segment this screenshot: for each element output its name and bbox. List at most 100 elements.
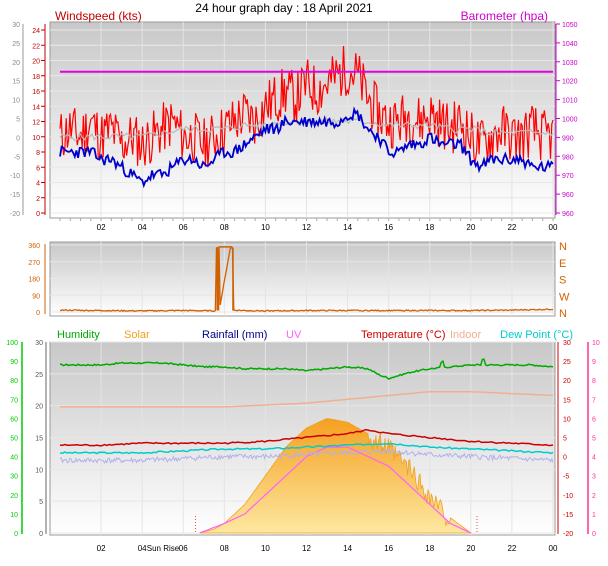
grey-left-tick-label: 25 <box>35 372 43 379</box>
wind-x-tick-label: 14 <box>343 223 352 232</box>
wind-x-tick-label: 22 <box>507 223 516 232</box>
direction-compass-label: E <box>559 258 566 270</box>
wind-panel-series <box>59 45 554 189</box>
grey-y-tick-label: 20 <box>12 60 20 67</box>
humidity-y-tick-label: 10 <box>10 512 18 519</box>
uv-y-tick-label: 2 <box>592 493 596 500</box>
baro-y-tick-label: 1000 <box>562 117 578 124</box>
grey-y-tick-label: -10 <box>10 173 20 180</box>
grey-y-tick-label: -5 <box>14 154 20 161</box>
wind-y-tick-label: 22 <box>32 43 40 50</box>
baro-y-tick-label: 1020 <box>562 79 578 86</box>
humidity-panel-axes: 0102030405060708090100051015202530-20-15… <box>6 340 600 553</box>
humidity-x-tick-label: 18 <box>425 544 434 553</box>
baro-y-tick-label: 990 <box>562 135 574 142</box>
wind-y-tick-label: 10 <box>32 135 40 142</box>
humidity-x-tick-label: 08 <box>220 544 229 553</box>
wind-average-line <box>59 106 554 189</box>
temperature-y-tick-label: 10 <box>563 416 571 423</box>
direction-y-tick-label: 360 <box>28 243 40 250</box>
legend-temperature-c-: Temperature (°C) <box>361 329 445 341</box>
grey-left-tick-label: 15 <box>35 436 43 443</box>
baro-y-tick-label: 1010 <box>562 98 578 105</box>
humidity-x-tick-label: 20 <box>466 544 475 553</box>
baro-y-tick-label: 970 <box>562 173 574 180</box>
wind-y-tick-label: 2 <box>36 196 40 203</box>
legend-uv: UV <box>286 329 302 341</box>
uv-y-tick-label: 3 <box>592 474 596 481</box>
temperature-y-tick-label: -20 <box>563 531 573 538</box>
grey-left-tick-label: 20 <box>35 404 43 411</box>
wind-x-tick-label: 02 <box>97 223 106 232</box>
humidity-y-tick-label: 20 <box>10 493 18 500</box>
temperature-y-tick-label: 0 <box>563 455 567 462</box>
wind-y-tick-label: 4 <box>36 181 40 188</box>
grey-left-tick-label: 30 <box>35 340 43 347</box>
temperature-y-tick-label: 20 <box>563 378 571 385</box>
grey-y-tick-label: 30 <box>12 22 20 29</box>
humidity-x-tick-label: 06 <box>179 544 188 553</box>
wind-x-tick-label: 08 <box>220 223 229 232</box>
noisy-lavender-line <box>59 448 554 465</box>
baro-y-tick-label: 1050 <box>562 22 578 29</box>
humidity-x-tick-label: Sun Rise <box>147 544 180 553</box>
uv-y-tick-label: 7 <box>592 397 596 404</box>
uv-y-tick-label: 8 <box>592 378 596 385</box>
grey-left-tick-label: 10 <box>35 467 43 474</box>
legend-indoor: Indoor <box>450 329 482 341</box>
uv-y-tick-label: 6 <box>592 416 596 423</box>
humidity-x-tick-label: 02 <box>97 544 106 553</box>
humidity-y-tick-label: 70 <box>10 397 18 404</box>
grey-y-tick-label: 15 <box>12 79 20 86</box>
grey-left-tick-label: 5 <box>39 499 43 506</box>
humidity-y-tick-label: 50 <box>10 436 18 443</box>
barometer-legend: Barometer (hpa) <box>461 9 548 23</box>
direction-compass-label: N <box>559 308 567 320</box>
baro-y-tick-label: 1030 <box>562 60 578 67</box>
wind-x-tick-label: 12 <box>302 223 311 232</box>
wind-direction-line <box>59 247 554 313</box>
humidity-x-tick-label: 14 <box>343 544 352 553</box>
dewpoint-line <box>59 442 554 455</box>
direction-y-tick-label: 0 <box>36 310 40 317</box>
uv-line <box>199 446 472 534</box>
uv-y-tick-label: 0 <box>592 531 596 538</box>
humidity-y-tick-label: 40 <box>10 455 18 462</box>
direction-y-tick-label: 270 <box>28 260 40 267</box>
wind-y-tick-label: 16 <box>32 89 40 96</box>
humidity-x-tick-label: 04 <box>138 544 147 553</box>
baro-y-tick-label: 960 <box>562 192 574 199</box>
humidity-x-tick-label: 22 <box>507 544 516 553</box>
wind-x-tick-label: 18 <box>425 223 434 232</box>
uv-y-tick-label: 5 <box>592 436 596 443</box>
baro-y-tick-label: 1040 <box>562 41 578 48</box>
grey-y-tick-label: -15 <box>10 192 20 199</box>
indoor-temperature-line <box>60 390 554 408</box>
legend-dew-point-c-: Dew Point (°C) <box>500 329 573 341</box>
humidity-y-tick-label: 100 <box>6 340 18 347</box>
humidity-y-tick-label: 60 <box>10 416 18 423</box>
humidity-panel-series <box>59 358 554 534</box>
wind-y-tick-label: 14 <box>32 104 40 111</box>
temperature-y-tick-label: 30 <box>563 340 571 347</box>
windspeed-legend: Windspeed (kts) <box>55 9 142 23</box>
humidity-line <box>60 358 554 380</box>
direction-compass-label: N <box>559 241 567 253</box>
wind-y-tick-label: 24 <box>32 28 40 35</box>
wind-x-tick-label: 16 <box>384 223 393 232</box>
wind-y-tick-label: 6 <box>36 165 40 172</box>
temperature-y-tick-label: -15 <box>563 512 573 519</box>
grey-left-tick-label: 0 <box>39 531 43 538</box>
uv-y-tick-label: 4 <box>592 455 596 462</box>
uv-y-tick-label: 10 <box>592 340 600 347</box>
grey-y-tick-label: 5 <box>16 117 20 124</box>
direction-y-tick-label: 180 <box>28 277 40 284</box>
temperature-y-tick-label: -10 <box>563 493 573 500</box>
wind-y-tick-label: 8 <box>36 150 40 157</box>
humidity-x-tick-label: 10 <box>261 544 270 553</box>
uv-y-tick-label: 1 <box>592 512 596 519</box>
temperature-y-tick-label: 15 <box>563 397 571 404</box>
grey-y-tick-label: 0 <box>16 135 20 142</box>
